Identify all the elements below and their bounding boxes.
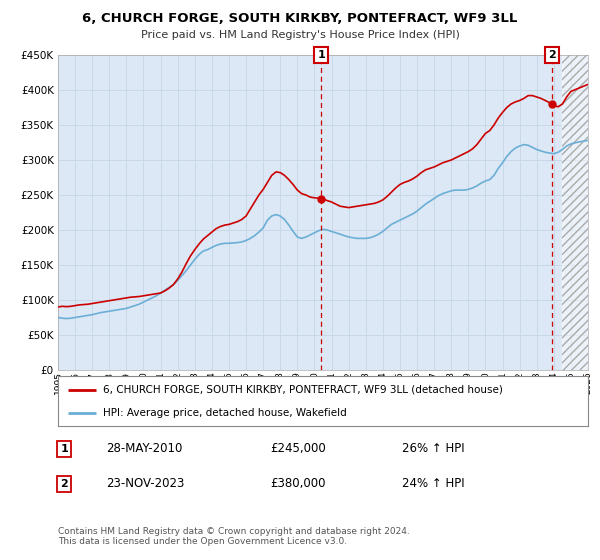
Text: 1: 1 (317, 50, 325, 60)
Bar (562, 55, 588, 370)
Text: 26% ↑ HPI: 26% ↑ HPI (403, 442, 465, 455)
Text: HPI: Average price, detached house, Wakefield: HPI: Average price, detached house, Wake… (103, 408, 347, 418)
Text: Price paid vs. HM Land Registry's House Price Index (HPI): Price paid vs. HM Land Registry's House … (140, 30, 460, 40)
Text: 24% ↑ HPI: 24% ↑ HPI (403, 477, 465, 490)
Bar (562, 55, 588, 370)
Text: £245,000: £245,000 (270, 442, 326, 455)
Text: 2: 2 (548, 50, 556, 60)
Text: 28-MAY-2010: 28-MAY-2010 (106, 442, 182, 455)
Text: £380,000: £380,000 (270, 477, 325, 490)
Text: 6, CHURCH FORGE, SOUTH KIRKBY, PONTEFRACT, WF9 3LL (detached house): 6, CHURCH FORGE, SOUTH KIRKBY, PONTEFRAC… (103, 385, 503, 394)
Text: 2: 2 (61, 479, 68, 489)
Text: 6, CHURCH FORGE, SOUTH KIRKBY, PONTEFRACT, WF9 3LL: 6, CHURCH FORGE, SOUTH KIRKBY, PONTEFRAC… (82, 12, 518, 25)
Text: 23-NOV-2023: 23-NOV-2023 (106, 477, 184, 490)
Text: Contains HM Land Registry data © Crown copyright and database right 2024.
This d: Contains HM Land Registry data © Crown c… (58, 526, 410, 546)
Text: 1: 1 (61, 444, 68, 454)
